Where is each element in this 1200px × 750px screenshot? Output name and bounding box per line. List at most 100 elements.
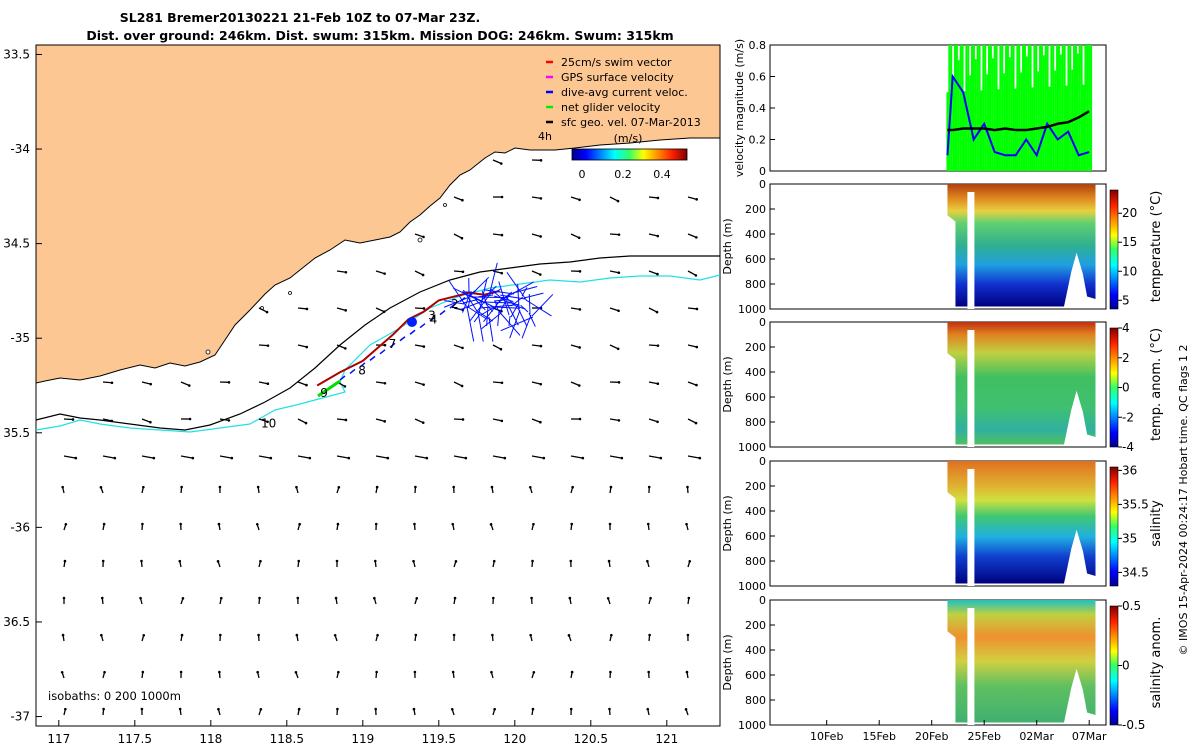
map-x-tick: 119 bbox=[351, 732, 374, 746]
current-vector bbox=[687, 270, 697, 276]
current-vector-head bbox=[255, 522, 259, 526]
current-vector-head bbox=[64, 707, 67, 711]
current-vector-head bbox=[685, 670, 689, 674]
time-tick: 07Mar bbox=[1072, 730, 1107, 743]
dive-current-vector bbox=[520, 304, 529, 313]
data-gap bbox=[967, 192, 975, 309]
current-vector bbox=[180, 381, 190, 387]
current-vector bbox=[336, 270, 347, 273]
depth-tick: 800 bbox=[745, 694, 766, 707]
profile-field bbox=[947, 322, 1096, 445]
dive-current-vector bbox=[506, 272, 528, 302]
day-labels: 2 34 7 8 9 10 bbox=[261, 297, 459, 430]
current-vector-head bbox=[461, 418, 465, 421]
dive-current-vector bbox=[399, 336, 406, 342]
current-vector bbox=[102, 455, 115, 459]
depth-tick: 0 bbox=[759, 178, 766, 191]
current-vector-head bbox=[577, 236, 581, 240]
dive-current-vector bbox=[369, 355, 376, 361]
current-vector-head bbox=[141, 522, 144, 526]
map-y-tick: -37 bbox=[10, 710, 30, 724]
map-y-tick: -34 bbox=[10, 142, 30, 156]
current-vector-head bbox=[219, 596, 223, 600]
current-vector-head bbox=[266, 382, 270, 386]
current-vector-head bbox=[343, 385, 347, 388]
current-vector bbox=[375, 381, 386, 384]
current-vector-head bbox=[334, 596, 338, 600]
current-vector-head bbox=[569, 559, 573, 563]
current-vector-head bbox=[695, 236, 698, 239]
depth-tick: 200 bbox=[745, 341, 766, 354]
depth-tick: 800 bbox=[745, 416, 766, 429]
current-vector bbox=[492, 381, 503, 384]
depth-tick: 600 bbox=[745, 530, 766, 543]
colorbar-tick: 0 bbox=[1122, 381, 1130, 395]
current-vector-head bbox=[375, 670, 378, 674]
current-vector-head bbox=[606, 596, 610, 600]
current-vector-head bbox=[422, 383, 425, 386]
current-vector-head bbox=[414, 633, 418, 637]
dive-current-vector bbox=[429, 316, 436, 322]
colorbar-tick: 10 bbox=[1122, 264, 1137, 278]
velocity-sfc-geo-line bbox=[947, 110, 1090, 132]
current-vector bbox=[687, 344, 697, 348]
dive-current-vector bbox=[468, 294, 497, 309]
day-label: 4 bbox=[430, 312, 438, 326]
current-vector-head bbox=[259, 707, 263, 711]
current-vector-head bbox=[142, 485, 145, 489]
current-vector bbox=[531, 381, 541, 385]
depth-label: Depth (m) bbox=[721, 495, 734, 551]
current-vector bbox=[648, 233, 658, 237]
dive-current-vector bbox=[483, 297, 503, 322]
colorbar-tick: 15 bbox=[1122, 235, 1137, 249]
current-vector-head bbox=[490, 485, 494, 489]
current-vector-head bbox=[227, 419, 231, 422]
dive-current-vector bbox=[449, 303, 456, 309]
dive-current-vector bbox=[488, 316, 494, 342]
current-vector-head bbox=[532, 522, 535, 526]
current-vector-head bbox=[609, 670, 612, 674]
dive-current-vector bbox=[472, 296, 509, 299]
current-vector-head bbox=[491, 633, 494, 637]
current-vector bbox=[297, 381, 307, 386]
current-vector-head bbox=[648, 633, 651, 637]
speed-colorbar bbox=[571, 148, 688, 161]
current-vector-head bbox=[110, 419, 114, 423]
current-vector-head bbox=[500, 233, 504, 237]
current-vector-head bbox=[452, 633, 456, 637]
current-vector-head bbox=[179, 522, 182, 526]
current-vector-head bbox=[375, 485, 379, 489]
current-vector bbox=[570, 344, 580, 349]
dive-current-vector bbox=[462, 293, 471, 313]
map-panel: 2 34 7 8 9 10 isobaths: 0 200 1000m 25cm/s sw… bbox=[3, 44, 721, 746]
map-x-tick: 120.5 bbox=[574, 732, 608, 746]
map-y-tick: 33.5 bbox=[3, 47, 30, 61]
current-vector-head bbox=[461, 198, 464, 202]
dive-current-vector bbox=[510, 296, 524, 307]
current-vector-head bbox=[656, 234, 660, 238]
dive-current-vector bbox=[419, 323, 426, 329]
current-vector-head bbox=[500, 195, 504, 199]
current-vector-head bbox=[425, 456, 429, 460]
current-vector-head bbox=[217, 522, 221, 526]
current-vector-head bbox=[258, 596, 261, 600]
current-vector-head bbox=[100, 596, 104, 600]
depth-tick: 400 bbox=[745, 505, 766, 518]
colorbar-tick: 2 bbox=[1122, 351, 1130, 365]
time-tick: 02Mar bbox=[1019, 730, 1054, 743]
map-x-tick: 117 bbox=[47, 732, 70, 746]
current-vector-head bbox=[344, 270, 348, 274]
profile-panel-sal_anom: 0 200 400 600 800 1000 Depth (m) 0.5 0 -0.5 salini… bbox=[721, 594, 1164, 732]
colorbar-tick: 35.5 bbox=[1122, 497, 1149, 511]
current-vector bbox=[180, 455, 193, 459]
current-vector-head bbox=[542, 456, 546, 460]
current-vector-head bbox=[149, 420, 152, 424]
current-vector-head bbox=[538, 273, 542, 276]
dive-current-vector bbox=[494, 306, 520, 309]
isobath-1000 bbox=[35, 274, 721, 433]
dive-current-vector bbox=[489, 262, 498, 293]
current-vector bbox=[648, 307, 658, 313]
dive-current-vector bbox=[477, 311, 484, 342]
current-vector-head bbox=[376, 633, 379, 637]
current-vector-head bbox=[266, 344, 270, 347]
